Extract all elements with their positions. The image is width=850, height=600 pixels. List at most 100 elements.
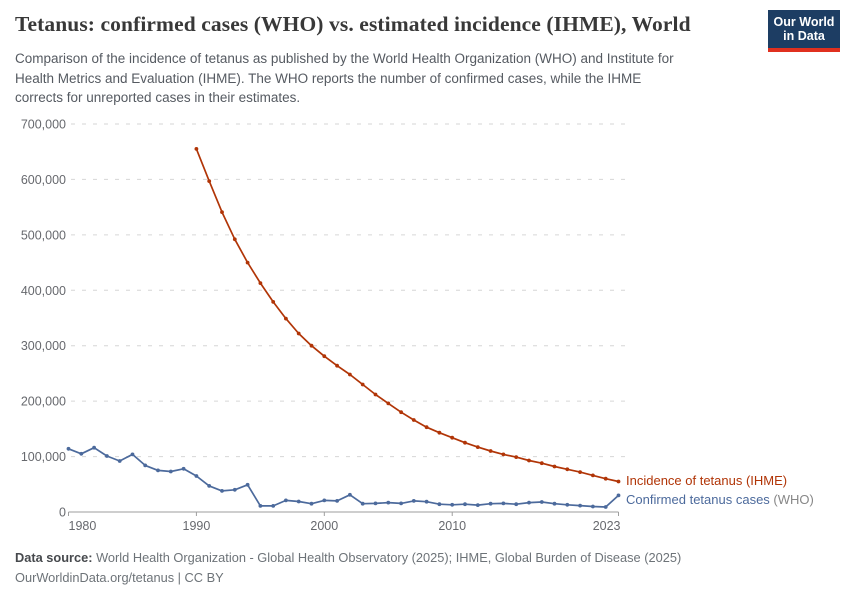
subtitle-line-2: Health Metrics and Evaluation (IHME). Th… xyxy=(15,70,642,86)
data-point-ihme-2012[interactable] xyxy=(475,445,480,449)
data-point-ihme-2015[interactable] xyxy=(514,455,519,459)
data-point-ihme-2003[interactable] xyxy=(360,382,365,387)
data-point-ihme-2001[interactable] xyxy=(335,363,339,368)
data-point-who-1986[interactable] xyxy=(143,463,148,468)
data-point-ihme-1994[interactable] xyxy=(245,260,250,265)
data-point-who-2000[interactable] xyxy=(322,498,327,503)
data-point-who-1998[interactable] xyxy=(296,499,301,504)
y-tick-label-200000: 200,000 xyxy=(21,395,66,409)
y-tick-label-500000: 500,000 xyxy=(21,228,66,242)
subtitle-line-1: Comparison of the incidence of tetanus a… xyxy=(15,51,674,66)
data-point-who-2009[interactable] xyxy=(437,502,442,507)
data-point-who-2005[interactable] xyxy=(386,500,391,505)
data-point-who-2007[interactable] xyxy=(411,499,416,503)
data-point-who-1980[interactable] xyxy=(66,446,71,451)
data-point-who-1993[interactable] xyxy=(232,487,237,492)
data-point-ihme-1995[interactable] xyxy=(258,281,263,285)
x-tick-label-1990: 1990 xyxy=(183,519,211,533)
data-point-who-1994[interactable] xyxy=(245,482,250,487)
data-point-ihme-2014[interactable] xyxy=(501,452,506,457)
series-line-ihme[interactable] xyxy=(195,148,620,483)
data-point-who-2021[interactable] xyxy=(591,504,595,509)
data-point-who-2004[interactable] xyxy=(373,501,378,506)
data-point-ihme-1997[interactable] xyxy=(284,316,288,321)
data-point-who-1990[interactable] xyxy=(194,474,199,478)
data-point-ihme-2010[interactable] xyxy=(450,435,455,440)
citation-link-line[interactable]: OurWorldinData.org/tetanus | CC BY xyxy=(15,570,224,585)
data-point-who-2022[interactable] xyxy=(603,505,608,509)
data-point-who-1985[interactable] xyxy=(130,452,135,457)
data-point-ihme-2021[interactable] xyxy=(591,473,595,478)
data-point-ihme-2007[interactable] xyxy=(411,418,416,422)
data-point-ihme-2008[interactable] xyxy=(424,425,429,430)
data-point-ihme-2011[interactable] xyxy=(463,440,467,445)
data-point-who-2003[interactable] xyxy=(360,501,365,506)
data-point-ihme-2002[interactable] xyxy=(348,372,352,377)
data-point-ihme-2018[interactable] xyxy=(552,464,557,469)
data-point-who-1984[interactable] xyxy=(117,459,122,463)
data-point-ihme-2023[interactable] xyxy=(616,479,621,484)
data-point-who-2008[interactable] xyxy=(424,499,429,504)
data-point-who-1983[interactable] xyxy=(105,454,109,458)
data-point-who-2016[interactable] xyxy=(527,500,531,505)
data-point-who-2014[interactable] xyxy=(501,501,506,506)
data-point-ihme-2000[interactable] xyxy=(322,354,327,359)
data-point-ihme-2009[interactable] xyxy=(437,430,442,435)
legend-label-ihme[interactable]: Incidence of tetanus (IHME) xyxy=(626,474,787,488)
data-point-who-2019[interactable] xyxy=(565,502,570,507)
data-point-who-2010[interactable] xyxy=(450,502,455,507)
data-point-who-2018[interactable] xyxy=(552,501,557,506)
data-point-who-1991[interactable] xyxy=(207,484,212,488)
data-point-ihme-1996[interactable] xyxy=(271,300,276,304)
series-line-who[interactable] xyxy=(67,446,620,508)
data-point-ihme-2017[interactable] xyxy=(539,461,544,466)
x-tick-label-2010: 2010 xyxy=(438,519,466,533)
data-point-who-2013[interactable] xyxy=(488,501,493,506)
data-point-ihme-2016[interactable] xyxy=(527,458,531,463)
data-point-who-1996[interactable] xyxy=(271,504,276,508)
data-point-who-2002[interactable] xyxy=(348,492,352,497)
data-point-ihme-2020[interactable] xyxy=(578,470,582,474)
data-point-who-2011[interactable] xyxy=(463,502,467,507)
data-point-who-2023[interactable] xyxy=(616,493,621,498)
data-point-who-1988[interactable] xyxy=(168,469,173,474)
data-point-who-1997[interactable] xyxy=(284,498,288,503)
data-point-ihme-2005[interactable] xyxy=(386,401,391,406)
data-point-ihme-2006[interactable] xyxy=(399,410,403,415)
data-point-who-2006[interactable] xyxy=(399,501,403,506)
data-point-who-1992[interactable] xyxy=(220,489,224,493)
data-point-ihme-1998[interactable] xyxy=(296,331,301,336)
data-point-who-1987[interactable] xyxy=(156,468,160,473)
legend-label-ihme-text: Incidence of tetanus (IHME) xyxy=(626,473,788,488)
data-point-ihme-1999[interactable] xyxy=(309,343,314,348)
data-point-who-2020[interactable] xyxy=(578,503,582,508)
data-point-ihme-1993[interactable] xyxy=(232,237,237,242)
y-tick-label-100000: 100,000 xyxy=(21,450,66,464)
data-point-ihme-1990[interactable] xyxy=(194,147,199,151)
chart-footer: Data source: World Health Organization -… xyxy=(15,548,835,588)
data-point-who-1999[interactable] xyxy=(309,501,314,506)
legend-label-who[interactable]: Confirmed tetanus cases (WHO) xyxy=(626,493,814,507)
data-point-who-1995[interactable] xyxy=(258,504,263,508)
y-tick-label-300000: 300,000 xyxy=(21,339,66,353)
data-point-ihme-1992[interactable] xyxy=(220,210,224,215)
data-point-who-1982[interactable] xyxy=(92,445,96,450)
data-point-who-2015[interactable] xyxy=(514,502,519,507)
owid-logo[interactable]: Our World in Data xyxy=(768,10,840,52)
owid-logo-line-1: Our World xyxy=(773,15,835,29)
data-point-ihme-2004[interactable] xyxy=(373,392,378,397)
data-point-who-2001[interactable] xyxy=(335,499,339,503)
data-point-ihme-2022[interactable] xyxy=(603,476,608,481)
x-tick-label-1980: 1980 xyxy=(69,519,97,533)
data-point-ihme-2013[interactable] xyxy=(488,449,493,453)
data-point-who-1989[interactable] xyxy=(181,466,186,471)
data-point-who-1981[interactable] xyxy=(79,451,84,456)
data-point-who-2017[interactable] xyxy=(539,500,544,504)
x-tick-label-2023: 2023 xyxy=(593,519,621,533)
chart-subtitle: Comparison of the incidence of tetanus a… xyxy=(15,49,775,108)
data-point-who-2012[interactable] xyxy=(475,503,480,507)
data-point-ihme-1991[interactable] xyxy=(207,179,212,184)
data-point-ihme-2019[interactable] xyxy=(565,467,570,472)
